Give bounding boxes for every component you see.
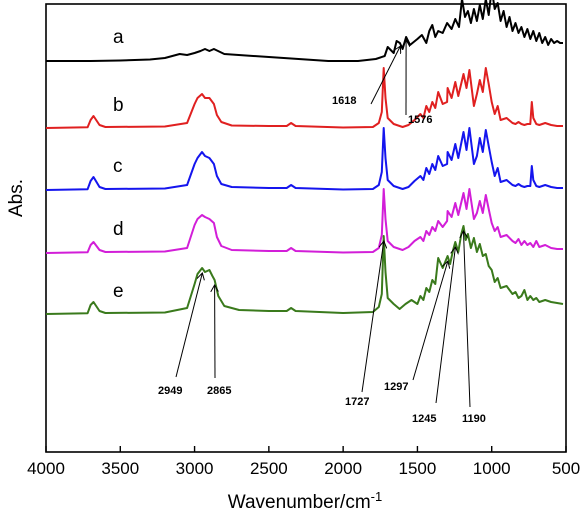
x-tick-label: 4000 (27, 459, 65, 478)
series-label-c: c (113, 156, 123, 177)
series-label-b: b (113, 95, 124, 116)
annotation-arrow (370, 47, 400, 105)
x-tick-label: 3500 (101, 459, 139, 478)
series-label-d: d (113, 219, 124, 240)
x-axis-title: Wavenumber/cm-1 (228, 489, 382, 513)
annotation-arrow (464, 232, 471, 408)
series-labels: a b c d e (113, 27, 124, 302)
spectrum-line-c (45, 127, 563, 191)
peak-annotations: 1618 1576 2949 2865 1727 1297 1245 1190 (158, 41, 486, 425)
spectrum-line-e (45, 225, 564, 315)
x-tick-label: 500 (552, 459, 580, 478)
x-tick-label: 1000 (473, 459, 511, 478)
plot-frame (45, 3, 567, 453)
x-axis-title-superscript: -1 (371, 489, 383, 504)
x-axis-ticks: 4000 3500 3000 2500 2000 1500 1000 500 (27, 446, 580, 478)
x-tick-label: 2500 (250, 459, 288, 478)
spectrum-line-b (45, 67, 563, 129)
annotation-arrow (412, 262, 448, 381)
annotation-label: 1618 (332, 95, 356, 107)
annotation-arrow (435, 248, 455, 404)
annotation-label: 1245 (412, 413, 436, 425)
spectrum-line-d (45, 188, 563, 254)
series-label-a: a (113, 27, 124, 48)
annotation-arrow (175, 274, 202, 378)
spectrum-line-a (46, 0, 563, 62)
x-tick-label: 2000 (324, 459, 362, 478)
x-tick-label: 3000 (176, 459, 214, 478)
annotation-arrow (361, 242, 384, 393)
spectra-series (45, 0, 564, 315)
annotation-label: 1297 (384, 381, 408, 393)
annotation-label: 2949 (158, 385, 182, 397)
x-axis-title-text: Wavenumber/cm (228, 492, 371, 513)
series-label-e: e (113, 281, 124, 302)
annotation-label: 1190 (462, 413, 486, 425)
annotation-label: 2865 (207, 385, 231, 397)
y-axis-title: Abs. (6, 179, 27, 217)
x-tick-label: 1500 (399, 459, 437, 478)
annotation-label: 1727 (345, 396, 369, 408)
annotation-label: 1576 (408, 114, 432, 126)
